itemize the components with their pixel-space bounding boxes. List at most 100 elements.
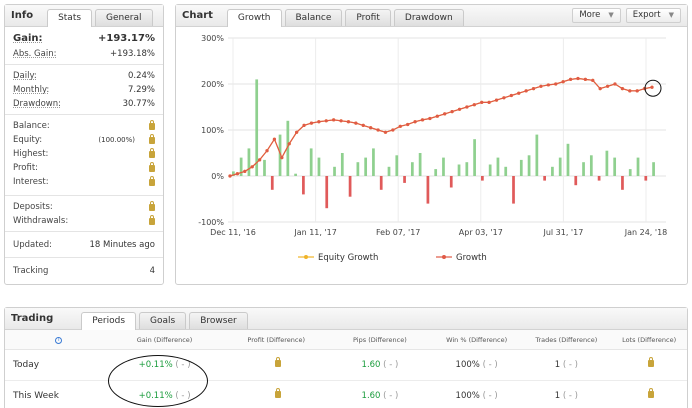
equity-percent: (100.00%)	[98, 136, 135, 144]
updated-label: Updated:	[13, 240, 53, 250]
tab-profit[interactable]: Profit	[345, 9, 391, 26]
series-point	[228, 174, 232, 178]
bar-positive	[566, 143, 570, 176]
series-point	[605, 84, 610, 88]
tab-general[interactable]: General	[95, 9, 153, 26]
bar-negative	[449, 176, 453, 188]
interest-row: Interest:	[13, 175, 155, 189]
x-tick-label: Jan 24, '18	[624, 228, 668, 237]
profit-cell	[224, 357, 328, 370]
win-value: 100%	[455, 360, 480, 370]
series-point	[413, 120, 417, 124]
chart-header: Chart Growth Balance Profit Drawdown Mor…	[176, 5, 687, 27]
series-point	[531, 87, 536, 91]
daily-label[interactable]: Daily:	[13, 71, 37, 81]
divider	[5, 195, 163, 196]
drawdown-label[interactable]: Drawdown:	[13, 99, 61, 109]
gain-diff: ( - )	[175, 391, 191, 401]
lock-icon	[149, 214, 155, 225]
series-point	[472, 103, 476, 107]
bar-negative	[403, 176, 406, 183]
bar-positive	[387, 166, 391, 176]
bar-positive	[473, 139, 476, 176]
series-point	[613, 82, 617, 86]
chart-title: Chart	[182, 10, 213, 21]
lots-cell	[611, 388, 687, 401]
tab-goals[interactable]: Goals	[139, 312, 187, 329]
info-title: Info	[11, 10, 34, 21]
pips-value: 1.60	[361, 391, 381, 401]
series-point	[554, 82, 558, 86]
bar-positive	[278, 134, 282, 176]
series-point	[287, 142, 291, 146]
series-point	[250, 165, 254, 169]
bar-positive	[551, 166, 554, 176]
trades-diff: ( - )	[562, 360, 578, 370]
series-point	[428, 116, 432, 121]
series-point	[591, 78, 595, 82]
gain-cell: +0.11% ( - )	[105, 391, 225, 401]
lock-icon	[149, 147, 155, 158]
gain-cell: +0.11% ( - )	[105, 360, 225, 370]
drawdown-row: Drawdown: 30.77%	[13, 97, 155, 111]
bar-positive	[457, 164, 461, 176]
series-point	[361, 123, 365, 127]
divider	[5, 64, 163, 65]
win-value: 100%	[455, 391, 480, 401]
growth-chart[interactable]: 300% 200% 100% 0% -100%Dec 11, '16 Jan 11, '1…	[176, 28, 687, 284]
bar-positive	[496, 157, 500, 176]
series-point	[650, 85, 654, 89]
series-point	[487, 100, 491, 104]
lock-icon	[149, 175, 155, 186]
legend-marker	[304, 255, 308, 259]
series-point	[509, 93, 513, 98]
daily-row: Daily: 0.24%	[13, 69, 155, 83]
info-icon[interactable]: i	[55, 337, 63, 344]
legend-label: Equity Growth	[318, 253, 378, 263]
bar-positive	[232, 171, 235, 176]
abs-gain-value: +193.18%	[110, 49, 155, 59]
bar-positive	[286, 120, 290, 176]
series-point	[546, 83, 550, 87]
abs-gain-label[interactable]: Abs. Gain:	[13, 49, 57, 59]
series-point	[561, 80, 565, 84]
lock-icon	[149, 119, 155, 130]
series-point	[457, 107, 462, 111]
profit-label: Profit:	[13, 163, 39, 173]
trades-value: 1	[554, 391, 561, 401]
series-point	[480, 100, 484, 104]
x-tick-label: Feb 07, '17	[376, 228, 420, 237]
tab-periods[interactable]: Periods	[81, 312, 137, 330]
bar-positive	[636, 157, 640, 176]
col-pips: Pips (Difference)	[353, 335, 407, 344]
bar-negative	[325, 176, 329, 209]
lock-icon	[149, 161, 155, 172]
series-line	[229, 77, 653, 177]
gain-label[interactable]: Gain:	[13, 32, 43, 44]
more-dropdown[interactable]: More ▼	[572, 8, 621, 23]
tab-drawdown[interactable]: Drawdown	[393, 9, 464, 26]
tab-stats[interactable]: Stats	[47, 9, 93, 27]
profit-cell	[224, 388, 328, 401]
tab-browser[interactable]: Browser	[189, 312, 248, 329]
divider	[5, 231, 163, 232]
series-point	[420, 118, 425, 122]
bar-negative	[270, 176, 274, 190]
series-point	[576, 76, 580, 81]
win-cell: 100% ( - )	[432, 360, 522, 370]
series-point	[391, 128, 395, 132]
abs-gain-row: Abs. Gain: +193.18%	[13, 47, 155, 61]
bar-positive	[488, 164, 492, 176]
deposits-label: Deposits:	[13, 202, 53, 212]
export-dropdown[interactable]: Export ▼	[625, 8, 681, 23]
tab-growth[interactable]: Growth	[226, 9, 282, 27]
gain-row: Gain: +193.17%	[13, 29, 155, 47]
monthly-label[interactable]: Monthly:	[13, 85, 50, 95]
series-point	[383, 130, 388, 134]
period-label: Today	[13, 360, 40, 370]
tab-balance[interactable]: Balance	[284, 9, 343, 26]
equity-label: Equity:	[13, 135, 43, 145]
lots-cell	[611, 357, 687, 370]
trades-cell: 1 ( - )	[521, 360, 611, 370]
bar-positive	[434, 169, 438, 176]
